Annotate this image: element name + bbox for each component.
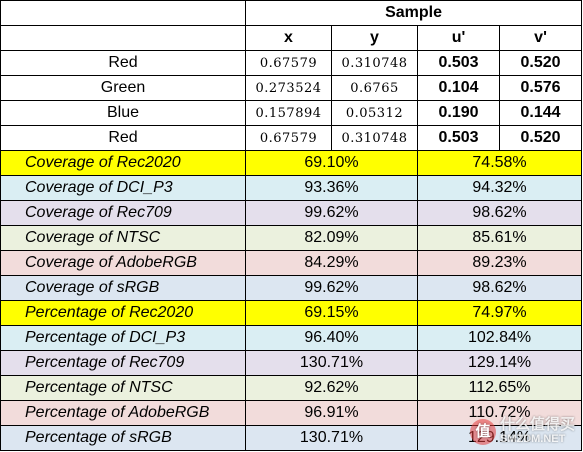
metric-label: Coverage of Rec2020 (0, 150, 246, 176)
metric-uv-value: 85.61% (416, 225, 583, 251)
metric-xy-value: 93.36% (245, 175, 418, 201)
metric-label: Percentage of Rec709 (0, 350, 246, 376)
metric-uv-value: 129.14% (416, 350, 583, 376)
metric-row: Coverage of DCI_P3 93.36% 94.32% (0, 175, 583, 201)
corner-cell-2 (0, 25, 246, 51)
point-y-value: 0.310748 (331, 125, 418, 151)
header-row-columns: x y u' v' (0, 25, 583, 51)
point-u-value: 0.503 (417, 50, 500, 76)
metric-xy-value: 69.15% (245, 300, 418, 326)
point-row: Red 0.67579 0.310748 0.503 0.520 (0, 50, 583, 76)
metric-xy-value: 130.71% (245, 425, 418, 451)
point-u-value: 0.190 (417, 100, 500, 126)
metric-label: Percentage of DCI_P3 (0, 325, 246, 351)
metric-xy-value: 92.62% (245, 375, 418, 401)
point-u-value: 0.104 (417, 75, 500, 101)
watermark-text: 什么值得买 (499, 416, 575, 433)
metric-row: Coverage of Rec2020 69.10% 74.58% (0, 150, 583, 176)
metric-xy-value: 96.40% (245, 325, 418, 351)
metric-label: Percentage of sRGB (0, 425, 246, 451)
point-y-value: 0.6765 (331, 75, 418, 101)
point-v-value: 0.520 (498, 125, 583, 151)
header-row-sample: Sample (0, 0, 583, 26)
metric-xy-value: 99.62% (245, 275, 418, 301)
point-name: Red (0, 50, 246, 76)
col-header-u: u' (417, 25, 500, 51)
metric-row: Percentage of AdobeRGB 96.91% 110.72% (0, 400, 583, 426)
point-x-value: 0.67579 (245, 125, 332, 151)
metric-uv-value: 74.97% (416, 300, 583, 326)
metric-uv-value: 112.65% (416, 375, 583, 401)
point-row: Red 0.67579 0.310748 0.503 0.520 (0, 125, 583, 151)
point-v-value: 0.576 (498, 75, 583, 101)
point-row: Blue 0.157894 0.05312 0.190 0.144 (0, 100, 583, 126)
metric-row: Coverage of sRGB 99.62% 98.62% (0, 275, 583, 301)
metric-xy-value: 69.10% (245, 150, 418, 176)
point-y-value: 0.05312 (331, 100, 418, 126)
metric-row: Percentage of Rec2020 69.15% 74.97% (0, 300, 583, 326)
metric-xy-value: 82.09% (245, 225, 418, 251)
col-header-y: y (331, 25, 418, 51)
metric-xy-value: 99.62% (245, 200, 418, 226)
metric-label: Percentage of NTSC (0, 375, 246, 401)
metric-xy-value: 84.29% (245, 250, 418, 276)
point-x-value: 0.273524 (245, 75, 332, 101)
metric-row: Coverage of AdobeRGB 84.29% 89.23% (0, 250, 583, 276)
metric-label: Coverage of sRGB (0, 275, 246, 301)
metric-row: Percentage of DCI_P3 96.40% 102.84% (0, 325, 583, 351)
metric-row: Coverage of Rec709 99.62% 98.62% (0, 200, 583, 226)
metric-row: Percentage of Rec709 130.71% 129.14% (0, 350, 583, 376)
col-header-x: x (245, 25, 332, 51)
watermark-sub: SMZDM.NET (499, 433, 566, 445)
metric-row: Percentage of NTSC 92.62% 112.65% (0, 375, 583, 401)
point-u-value: 0.503 (417, 125, 500, 151)
metric-uv-value: 102.84% (416, 325, 583, 351)
col-header-v: v' (498, 25, 583, 51)
watermark: 值 什么值得买 SMZDM.NET (469, 416, 575, 446)
point-row: Green 0.273524 0.6765 0.104 0.576 (0, 75, 583, 101)
watermark-logo-icon: 值 (469, 419, 496, 445)
point-x-value: 0.157894 (245, 100, 332, 126)
metric-label: Coverage of DCI_P3 (0, 175, 246, 201)
point-v-value: 0.144 (498, 100, 583, 126)
sample-header: Sample (244, 0, 583, 26)
corner-cell (0, 0, 246, 26)
metric-uv-value: 98.62% (416, 275, 583, 301)
metric-uv-value: 129.14% (416, 425, 583, 451)
metric-label: Coverage of AdobeRGB (0, 250, 246, 276)
metric-uv-value: 98.62% (416, 200, 583, 226)
point-name: Red (0, 125, 246, 151)
metric-uv-value: 89.23% (416, 250, 583, 276)
metric-label: Percentage of Rec2020 (0, 300, 246, 326)
metric-uv-value: 74.58% (416, 150, 583, 176)
metric-xy-value: 96.91% (245, 400, 418, 426)
point-v-value: 0.520 (498, 50, 583, 76)
metric-label: Percentage of AdobeRGB (0, 400, 246, 426)
metric-label: Coverage of Rec709 (0, 200, 246, 226)
metric-row: Coverage of NTSC 82.09% 85.61% (0, 225, 583, 251)
point-name: Blue (0, 100, 246, 126)
metric-row: Percentage of sRGB 130.71% 129.14% (0, 425, 583, 451)
metric-uv-value: 94.32% (416, 175, 583, 201)
metric-xy-value: 130.71% (245, 350, 418, 376)
point-y-value: 0.310748 (331, 50, 418, 76)
metric-label: Coverage of NTSC (0, 225, 246, 251)
point-x-value: 0.67579 (245, 50, 332, 76)
point-name: Green (0, 75, 246, 101)
